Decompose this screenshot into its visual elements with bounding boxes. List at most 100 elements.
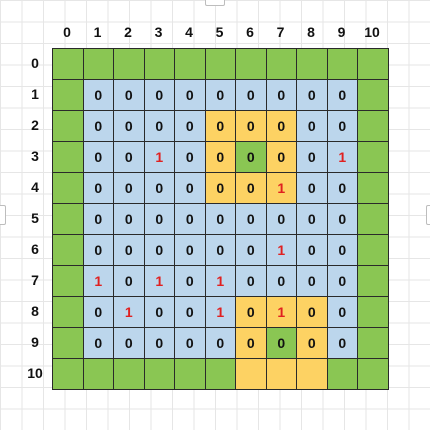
cell-r10-c2[interactable] <box>113 358 145 390</box>
right-edge-handle[interactable] <box>426 205 430 225</box>
cell-r9-c3[interactable]: 0 <box>143 327 175 359</box>
cell-r9-c0[interactable] <box>52 327 84 359</box>
cell-r7-c2[interactable]: 0 <box>113 265 145 297</box>
cell-r5-c7[interactable]: 0 <box>265 203 297 235</box>
cell-r4-c0[interactable] <box>52 172 84 204</box>
cell-r7-c0[interactable] <box>52 265 84 297</box>
cell-r6-c6[interactable]: 0 <box>235 234 267 266</box>
cell-r6-c1[interactable]: 0 <box>82 234 114 266</box>
cell-r6-c7[interactable]: 1 <box>265 234 297 266</box>
cell-r0-c9[interactable] <box>326 48 358 80</box>
cell-r5-c10[interactable] <box>357 203 389 235</box>
cell-r9-c8[interactable]: 0 <box>296 327 328 359</box>
cell-r4-c8[interactable]: 0 <box>296 172 328 204</box>
cell-r0-c3[interactable] <box>143 48 175 80</box>
cell-r8-c7[interactable]: 1 <box>265 296 297 328</box>
cell-r2-c8[interactable]: 0 <box>296 110 328 142</box>
cell-r4-c1[interactable]: 0 <box>82 172 114 204</box>
cell-r10-c10[interactable] <box>357 358 389 390</box>
cell-r5-c4[interactable]: 0 <box>174 203 206 235</box>
cell-r5-c3[interactable]: 0 <box>143 203 175 235</box>
cell-r3-c10[interactable] <box>357 141 389 173</box>
cell-r9-c7[interactable]: 0 <box>265 327 297 359</box>
cell-r7-c6[interactable]: 0 <box>235 265 267 297</box>
cell-r1-c3[interactable]: 0 <box>143 79 175 111</box>
cell-r4-c5[interactable]: 0 <box>204 172 236 204</box>
cell-r3-c6[interactable]: 0 <box>235 141 267 173</box>
cell-r0-c7[interactable] <box>265 48 297 80</box>
cell-r0-c8[interactable] <box>296 48 328 80</box>
cell-r7-c9[interactable]: 0 <box>326 265 358 297</box>
cell-r2-c6[interactable]: 0 <box>235 110 267 142</box>
cell-r6-c4[interactable]: 0 <box>174 234 206 266</box>
cell-r0-c6[interactable] <box>235 48 267 80</box>
cell-r6-c3[interactable]: 0 <box>143 234 175 266</box>
cell-r7-c1[interactable]: 1 <box>82 265 114 297</box>
cell-r3-c3[interactable]: 1 <box>143 141 175 173</box>
cell-r0-c1[interactable] <box>82 48 114 80</box>
cell-r8-c5[interactable]: 1 <box>204 296 236 328</box>
cell-r4-c6[interactable]: 0 <box>235 172 267 204</box>
cell-r6-c5[interactable]: 0 <box>204 234 236 266</box>
cell-r2-c9[interactable]: 0 <box>326 110 358 142</box>
cell-r0-c10[interactable] <box>357 48 389 80</box>
cell-r1-c4[interactable]: 0 <box>174 79 206 111</box>
cell-r0-c4[interactable] <box>174 48 206 80</box>
cell-r2-c1[interactable]: 0 <box>82 110 114 142</box>
cell-r2-c2[interactable]: 0 <box>113 110 145 142</box>
cell-r3-c0[interactable] <box>52 141 84 173</box>
cell-r6-c0[interactable] <box>52 234 84 266</box>
cell-r10-c8[interactable] <box>296 358 328 390</box>
cell-r2-c10[interactable] <box>357 110 389 142</box>
cell-r3-c2[interactable]: 0 <box>113 141 145 173</box>
cell-r5-c8[interactable]: 0 <box>296 203 328 235</box>
cell-r8-c10[interactable] <box>357 296 389 328</box>
cell-r2-c3[interactable]: 0 <box>143 110 175 142</box>
cell-r2-c0[interactable] <box>52 110 84 142</box>
cell-r10-c3[interactable] <box>143 358 175 390</box>
cell-r4-c4[interactable]: 0 <box>174 172 206 204</box>
cell-r8-c3[interactable]: 0 <box>143 296 175 328</box>
cell-r7-c3[interactable]: 1 <box>143 265 175 297</box>
cell-r4-c10[interactable] <box>357 172 389 204</box>
cell-r2-c4[interactable]: 0 <box>174 110 206 142</box>
cell-r7-c10[interactable] <box>357 265 389 297</box>
cell-r2-c5[interactable]: 0 <box>204 110 236 142</box>
cell-r3-c9[interactable]: 1 <box>326 141 358 173</box>
cell-r10-c6[interactable] <box>235 358 267 390</box>
cell-r0-c0[interactable] <box>52 48 84 80</box>
cell-r8-c1[interactable]: 0 <box>82 296 114 328</box>
cell-r7-c7[interactable]: 0 <box>265 265 297 297</box>
cell-r9-c5[interactable]: 0 <box>204 327 236 359</box>
cell-r7-c4[interactable]: 0 <box>174 265 206 297</box>
cell-r8-c0[interactable] <box>52 296 84 328</box>
cell-r3-c4[interactable]: 0 <box>174 141 206 173</box>
cell-r10-c1[interactable] <box>82 358 114 390</box>
cell-r6-c2[interactable]: 0 <box>113 234 145 266</box>
cell-r0-c2[interactable] <box>113 48 145 80</box>
cell-r3-c5[interactable]: 0 <box>204 141 236 173</box>
cell-r10-c4[interactable] <box>174 358 206 390</box>
cell-r9-c4[interactable]: 0 <box>174 327 206 359</box>
cell-r10-c7[interactable] <box>265 358 297 390</box>
cell-r1-c7[interactable]: 0 <box>265 79 297 111</box>
cell-r10-c5[interactable] <box>204 358 236 390</box>
cell-r3-c1[interactable]: 0 <box>82 141 114 173</box>
cell-r1-c5[interactable]: 0 <box>204 79 236 111</box>
cell-r8-c2[interactable]: 1 <box>113 296 145 328</box>
cell-r6-c9[interactable]: 0 <box>326 234 358 266</box>
cell-r5-c1[interactable]: 0 <box>82 203 114 235</box>
cell-r1-c6[interactable]: 0 <box>235 79 267 111</box>
cell-r5-c0[interactable] <box>52 203 84 235</box>
cell-r9-c10[interactable] <box>357 327 389 359</box>
cell-r9-c9[interactable]: 0 <box>326 327 358 359</box>
cell-r8-c8[interactable]: 0 <box>296 296 328 328</box>
cell-r10-c9[interactable] <box>326 358 358 390</box>
cell-r1-c2[interactable]: 0 <box>113 79 145 111</box>
cell-r10-c0[interactable] <box>52 358 84 390</box>
cell-r8-c4[interactable]: 0 <box>174 296 206 328</box>
cell-r5-c9[interactable]: 0 <box>326 203 358 235</box>
cell-r5-c6[interactable]: 0 <box>235 203 267 235</box>
cell-r6-c10[interactable] <box>357 234 389 266</box>
cell-r1-c8[interactable]: 0 <box>296 79 328 111</box>
